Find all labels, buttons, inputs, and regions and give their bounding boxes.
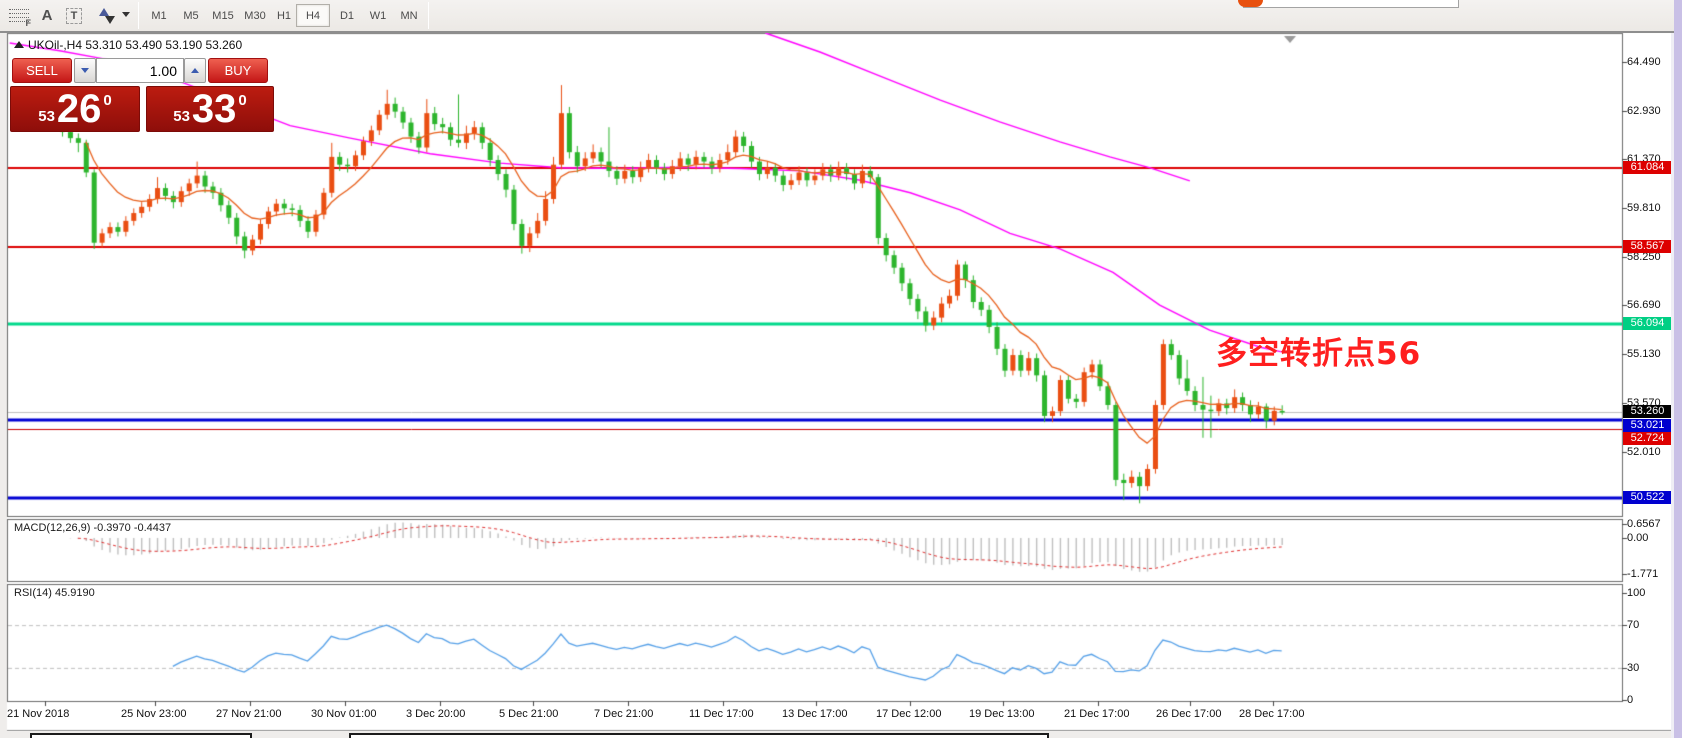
time-axis-label: 27 Nov 21:00 (216, 708, 282, 720)
toolbar-separator (428, 2, 429, 29)
bottom-window-fragment (349, 733, 1049, 738)
price-tick-label: 58.250 (1627, 250, 1661, 263)
sell-price-prefix: 53 (38, 107, 55, 125)
arrows-dropdown-caret-icon[interactable] (122, 12, 130, 17)
symbol-header: UKOil-,H4 53.310 53.490 53.190 53.260 (28, 38, 243, 52)
rsi-tick-label: 70 (1627, 619, 1640, 632)
toolbar-separator (138, 2, 139, 29)
fibonacci-lines-glyph: F (9, 8, 31, 28)
price-tick-label: 59.810 (1627, 202, 1661, 215)
one-click-trading-panel: SELL BUY 53 26 0 53 33 0 (10, 50, 274, 134)
time-axis-label: 28 Dec 17:00 (1239, 708, 1305, 720)
timeframe-button-m30[interactable]: M30 (244, 9, 266, 22)
volume-decrease-button[interactable] (74, 58, 96, 83)
time-axis-label: 26 Dec 17:00 (1156, 708, 1222, 720)
sell-price-main: 26 (56, 87, 102, 131)
level-price-badge: 50.522 (1623, 490, 1672, 504)
level-price-badge: 53.021 (1623, 419, 1672, 432)
price-tick-label: 62.930 (1627, 104, 1661, 117)
macd-label: MACD(12,26,9) -0.3970 -0.4437 (14, 522, 172, 534)
sell-price-pip: 0 (103, 91, 112, 109)
bottom-window-fragment (30, 733, 252, 738)
volume-input[interactable] (96, 58, 184, 83)
buy-price-pip: 0 (238, 91, 247, 109)
arrows-tool-icon[interactable] (94, 3, 120, 28)
timeframe-button-mn[interactable]: MN (400, 9, 418, 22)
buy-price-main: 33 (191, 87, 237, 131)
buy-price-box[interactable]: 53 33 0 (146, 86, 274, 132)
price-tick-label: 56.690 (1627, 299, 1661, 312)
timeframe-button-m15[interactable]: M15 (212, 9, 234, 22)
price-tick-label: 55.130 (1627, 348, 1661, 361)
text-label-icon[interactable]: A (41, 7, 53, 24)
rsi-tick-label: 100 (1627, 587, 1646, 599)
time-axis-label: 21 Dec 17:00 (1064, 708, 1130, 720)
sell-price-box[interactable]: 53 26 0 (10, 86, 140, 132)
time-axis-label: 5 Dec 21:00 (499, 708, 559, 720)
time-axis-label: 11 Dec 17:00 (689, 708, 754, 720)
level-price-badge: 53.260 (1623, 405, 1672, 418)
text-tool-glyph: T (65, 7, 83, 24)
fibonacci-icon[interactable]: F (6, 3, 32, 28)
timeframe-button-m5[interactable]: M5 (183, 9, 199, 22)
window-border (0, 31, 1674, 33)
bottom-strip (0, 731, 1682, 738)
sell-button[interactable]: SELL (12, 58, 72, 83)
rsi-tick-label: 0 (1627, 694, 1634, 706)
timeframe-button-w1[interactable]: W1 (369, 9, 387, 22)
down-arrow-icon (81, 68, 89, 73)
time-axis-label: 13 Dec 17:00 (782, 708, 848, 720)
right-scrollbar[interactable] (1674, 0, 1682, 738)
time-axis-label: 30 Nov 01:00 (311, 708, 377, 720)
rsi-tick-label: 30 (1627, 661, 1640, 674)
level-price-badge: 61.084 (1623, 161, 1672, 175)
popup-logo-fragment-icon (1238, 0, 1263, 7)
volume-increase-button[interactable] (184, 58, 206, 83)
popup-fragment (1243, 0, 1459, 8)
timeframe-button-h1[interactable]: H1 (276, 9, 292, 22)
buy-price-prefix: 53 (173, 107, 190, 125)
time-axis-label: 3 Dec 20:00 (406, 708, 466, 720)
collapse-arrow-icon[interactable] (14, 41, 24, 48)
time-axis-label: 19 Dec 13:00 (969, 708, 1035, 720)
up-arrow-icon (191, 68, 199, 73)
arrows-glyph (99, 7, 115, 24)
level-price-badge: 52.724 (1623, 432, 1672, 445)
level-price-badge: 58.567 (1623, 239, 1672, 253)
time-axis-label: 7 Dec 21:00 (594, 708, 654, 720)
time-axis-label: 25 Nov 23:00 (121, 708, 187, 720)
timeframe-button-m1[interactable]: M1 (151, 9, 167, 22)
price-tick-label: 64.490 (1627, 56, 1661, 68)
macd-tick-label: 0.6567 (1627, 517, 1661, 530)
buy-button[interactable]: BUY (208, 58, 268, 83)
text-tool-icon[interactable]: T (62, 3, 86, 28)
timeframe-button-h4[interactable]: H4 (296, 4, 330, 27)
time-axis-label: 17 Dec 12:00 (876, 708, 942, 720)
chart-annotation: 多空转折点56 (1216, 336, 1422, 372)
time-axis-label: 21 Nov 2018 (7, 708, 70, 720)
macd-tick-label: 0.00 (1627, 532, 1649, 544)
rsi-label: RSI(14) 45.9190 (14, 587, 95, 599)
timeframe-button-d1[interactable]: D1 (339, 9, 355, 22)
price-tick-label: 52.010 (1627, 445, 1661, 458)
macd-tick-label: -1.771 (1627, 568, 1659, 580)
level-price-badge: 56.094 (1623, 317, 1672, 331)
